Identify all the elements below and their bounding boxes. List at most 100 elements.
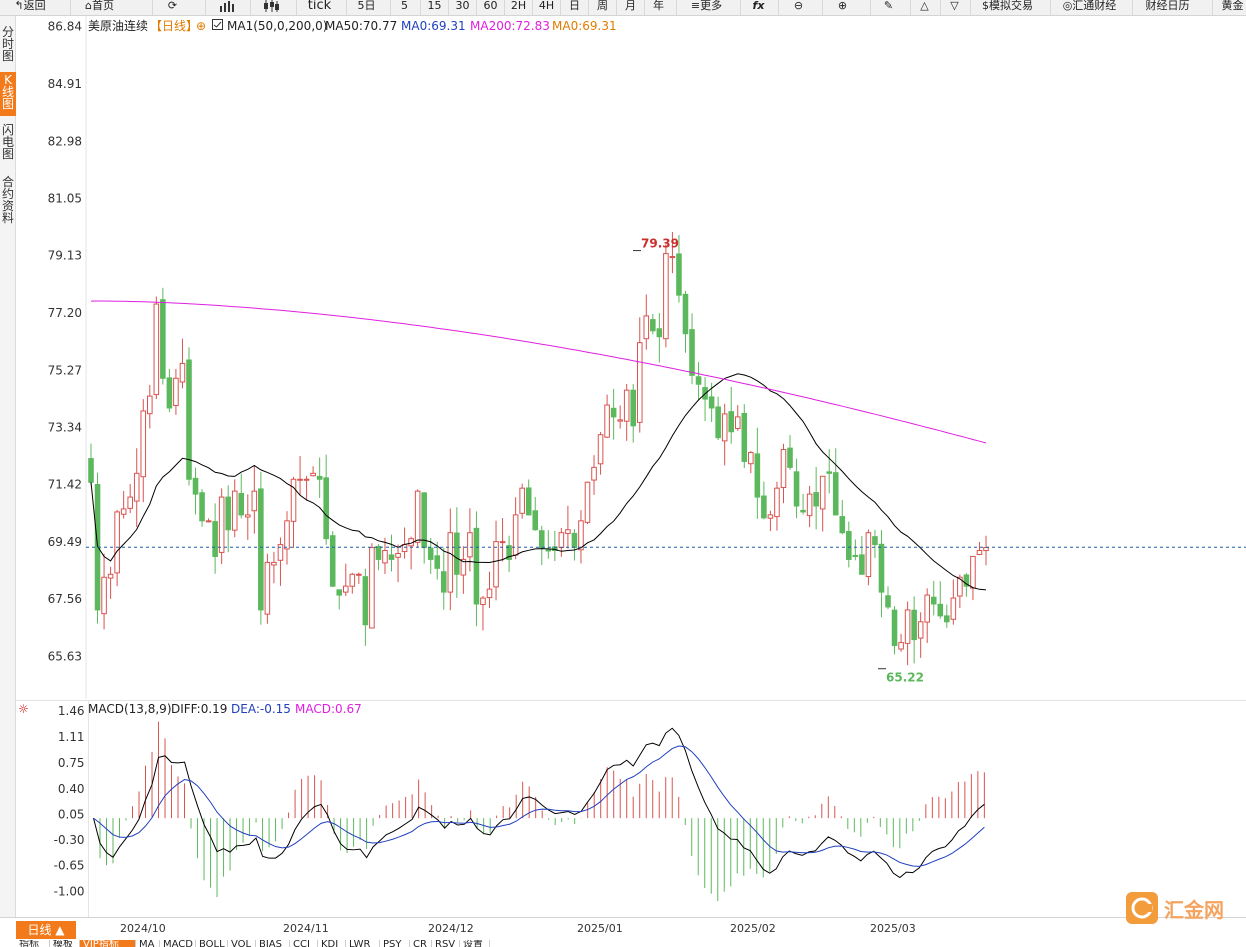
period-selector-button[interactable]: 日线 ▲ [16, 921, 76, 939]
macd-y-tick-label: -1.00 [54, 884, 85, 898]
more-button[interactable]: ≡更多 [676, 0, 736, 15]
indicator-tab[interactable]: MA [136, 940, 160, 947]
y-tick-label: 81.05 [48, 192, 82, 206]
candle-up [774, 487, 780, 518]
period-4h[interactable]: 4H [532, 0, 560, 15]
ma50-line [90, 373, 987, 591]
back-button[interactable]: ↰返回 [4, 0, 56, 15]
period-5[interactable]: 5 [390, 0, 418, 15]
tick-button[interactable]: tick [296, 0, 342, 15]
candle-up [251, 490, 258, 512]
candle-up [663, 253, 669, 340]
settings-icon[interactable]: ⊕ [196, 19, 207, 33]
indicator-tab[interactable]: MACD [160, 940, 196, 947]
home-button[interactable]: ⌂首页 [70, 0, 128, 15]
candle-up [290, 478, 297, 522]
y-tick-label: 67.56 [48, 592, 82, 606]
zoom-out-button[interactable]: ⊖ [778, 0, 818, 15]
menu-icon: ≡ [690, 0, 701, 12]
gold-button[interactable]: 黄金 [1212, 0, 1246, 15]
candle-up [467, 532, 473, 558]
candle-up [584, 481, 591, 523]
candle-up [865, 532, 872, 578]
candle-up [369, 547, 375, 629]
candle-down [160, 299, 166, 379]
y-tick-label: 75.27 [48, 363, 82, 377]
indicator-tab[interactable]: CR [410, 940, 432, 947]
indicator-tab[interactable]: KDJ [318, 940, 346, 947]
calendar-button[interactable]: 财经日历 [1132, 0, 1202, 15]
indicator-tab[interactable]: 设置 [460, 940, 490, 947]
simulate-trade-button[interactable]: $模拟交易 [970, 0, 1044, 15]
indicator-tab[interactable]: BIAS [256, 940, 290, 947]
triangle-up-button[interactable]: △ [910, 0, 938, 15]
macd-y-tick-label: 0.05 [58, 807, 85, 821]
tab-timeshare[interactable]: 分时图 [1, 25, 14, 63]
candle-down [878, 543, 885, 593]
macd-chart[interactable]: 1.46 1.11 0.75 0.40 0.05 -0.30 -0.65 -1.00 [16, 700, 1246, 917]
period-60[interactable]: 60 [476, 0, 504, 15]
period-30[interactable]: 30 [448, 0, 476, 15]
x-label: 2025/01 [577, 922, 623, 935]
indicator-tab[interactable]: PSY [380, 940, 410, 947]
indicator-tab[interactable]: VOL [228, 940, 256, 947]
tab-flash[interactable]: 闪电图 [1, 123, 14, 161]
candle-up [519, 487, 525, 514]
candle-up [133, 472, 140, 502]
candlestick-chart[interactable]: 86.84 84.91 82.98 81.05 79.13 77.20 75.27 73.34… [16, 16, 1246, 699]
candle-up [767, 514, 774, 519]
huitong-button[interactable]: ◎汇通财经 [1050, 0, 1128, 15]
period-month[interactable]: 月 [616, 0, 644, 15]
candle-down [166, 377, 173, 409]
candle-down [846, 531, 852, 560]
indicator-tab[interactable]: 模板 [50, 940, 80, 947]
watermark: 汇金网 [1126, 890, 1224, 926]
period-5d[interactable]: 5日 [346, 0, 386, 15]
candle-up [140, 410, 147, 478]
toolbar: ↰返回 ⌂首页 ⟳ tick 5日 5 15 30 60 2H 4H 日 周 月… [0, 0, 1246, 16]
macd-y-tick-label: -0.65 [54, 859, 85, 873]
refresh-button[interactable]: ⟳ [152, 0, 192, 15]
back-label: 返回 [23, 0, 46, 12]
period-day[interactable]: 日 [560, 0, 588, 15]
tab-contract-info[interactable]: 合约资料 [1, 175, 14, 225]
candle-down [225, 496, 231, 531]
candle-up [264, 561, 271, 615]
candle-up [780, 449, 787, 489]
candle-down [676, 253, 682, 296]
period-week[interactable]: 周 [588, 0, 616, 15]
indicator-tab[interactable]: LWR [346, 940, 380, 947]
macd-settings-icon[interactable]: ☼ [18, 702, 29, 716]
candle-up [107, 573, 114, 579]
candle-button[interactable] [250, 0, 290, 15]
indicator-tab[interactable]: CCI [290, 940, 318, 947]
zoom-in-button[interactable]: ⊕ [822, 0, 862, 15]
bar-chart-button[interactable] [205, 0, 247, 15]
candle-down [434, 555, 441, 569]
candle-up [349, 573, 356, 587]
indicator-tab[interactable]: VIP指标 [80, 940, 136, 947]
ma50-label: MA50:70.77 [325, 19, 398, 33]
dollar-icon: $ [982, 0, 989, 12]
candle-down [852, 554, 859, 557]
candle-down [186, 359, 192, 480]
indicator-tab[interactable]: RSV [432, 940, 460, 947]
tab-kline[interactable]: K线图 [0, 72, 16, 116]
candle-down [872, 536, 878, 546]
draw-line-button[interactable]: ✎ [870, 0, 906, 15]
bar-chart-icon [219, 1, 234, 12]
formula-button[interactable]: fx [740, 0, 776, 15]
x-label: 2025/03 [870, 922, 916, 935]
indicator-tab[interactable]: BOLL [196, 940, 228, 947]
period-15[interactable]: 15 [420, 0, 448, 15]
checkbox-icon[interactable] [212, 19, 223, 33]
y-tick-label: 65.63 [48, 650, 82, 664]
indicator-tab[interactable]: 指标 [16, 940, 50, 947]
high-annotation: 79.39 [641, 237, 679, 251]
period-year[interactable]: 年 [644, 0, 672, 15]
period-2h[interactable]: 2H [504, 0, 532, 15]
macd-value: MACD:0.67 [295, 702, 362, 716]
dea-line [93, 745, 985, 867]
candle-up [597, 434, 604, 465]
triangle-down-button[interactable]: ▽ [940, 0, 968, 15]
